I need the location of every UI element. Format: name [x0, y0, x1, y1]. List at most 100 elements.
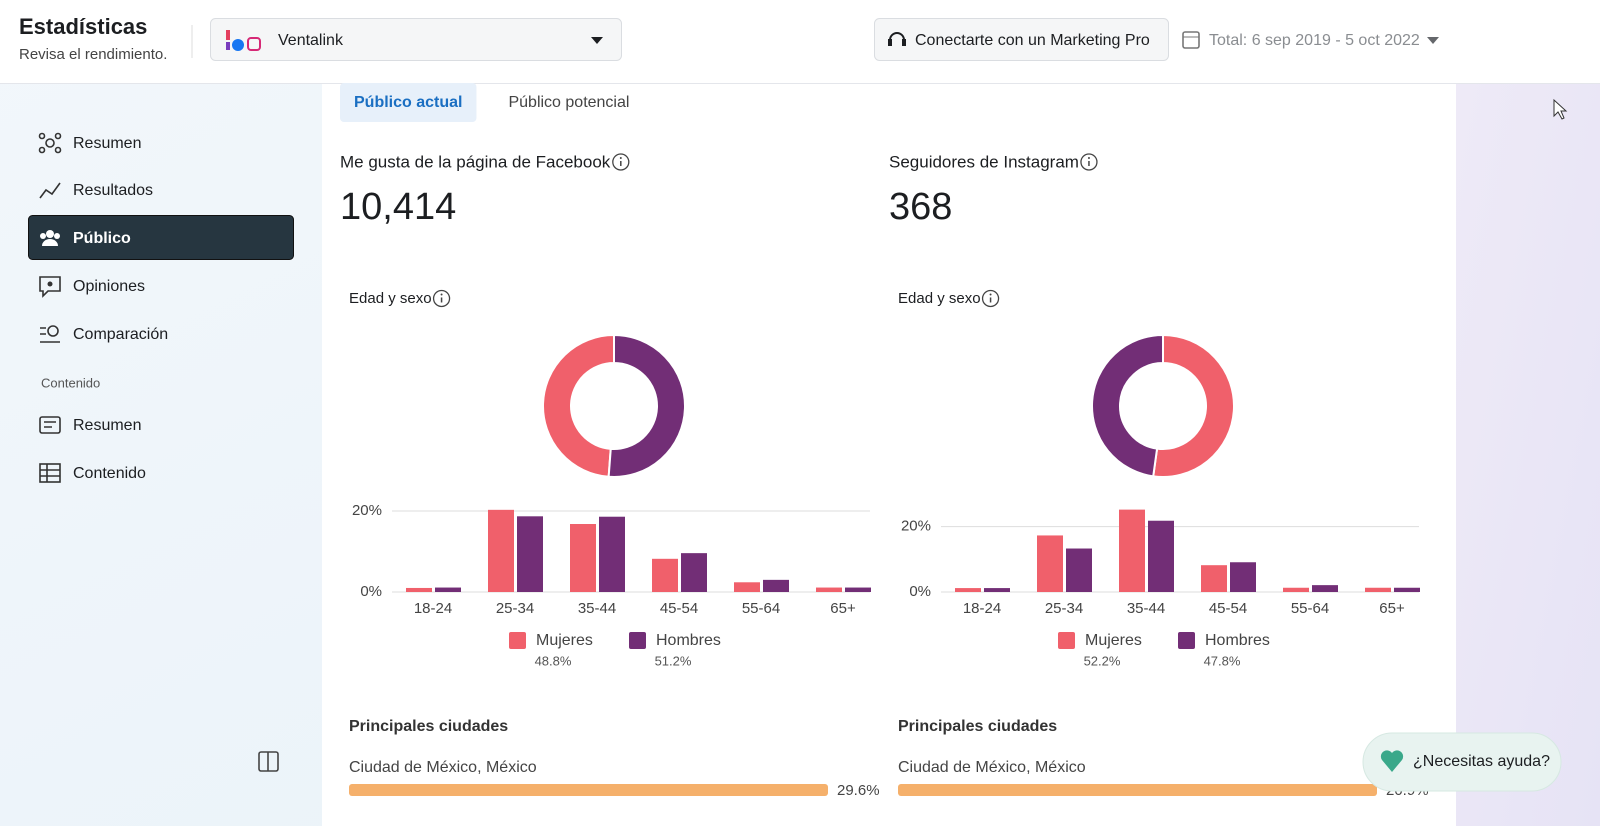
bar — [517, 516, 543, 592]
x-tick-label: 18-24 — [963, 600, 1001, 617]
page-title: Estadísticas — [19, 14, 147, 39]
date-range[interactable]: Total: 6 sep 2019 - 5 oct 2022 — [1182, 31, 1439, 49]
bar — [599, 516, 625, 592]
legend-share: 47.8% — [1204, 653, 1241, 668]
bar — [1394, 587, 1420, 592]
metric-label: Seguidores de Instagram — [889, 152, 1079, 171]
bar — [435, 587, 461, 592]
bar — [763, 579, 789, 592]
city-name: Ciudad de México, México — [898, 759, 1086, 776]
info-icon-dot — [619, 156, 622, 159]
bar — [955, 588, 981, 592]
nav-icon — [39, 416, 61, 434]
info-icon-dot — [989, 293, 992, 296]
x-tick-label: 25-34 — [1045, 600, 1083, 617]
nav-icon — [39, 276, 61, 298]
nav-icon — [54, 132, 62, 140]
bar — [488, 509, 514, 592]
info-icon — [432, 289, 451, 308]
x-tick-label: 25-34 — [496, 600, 534, 617]
nav-icon — [47, 281, 53, 287]
nav-icon — [54, 233, 60, 239]
y-tick-label: 20% — [901, 518, 931, 535]
bar — [816, 587, 842, 592]
x-tick-label: 35-44 — [578, 600, 616, 617]
nav-icon — [40, 327, 60, 343]
nav-icon — [46, 230, 54, 238]
city-bar — [898, 784, 1377, 796]
metric-value: 10,414 — [340, 186, 456, 228]
legend-share: 52.2% — [1084, 653, 1121, 668]
bar — [406, 587, 432, 592]
bar — [652, 558, 678, 592]
nav-icon — [44, 421, 56, 428]
chart-title: Edad y sexo — [898, 290, 981, 307]
legend-share: 48.8% — [535, 653, 572, 668]
nav-item[interactable]: Resumen — [73, 417, 141, 434]
nav-icon — [38, 132, 46, 140]
nav-item[interactable]: Resumen — [73, 135, 141, 152]
cities-title: Principales ciudades — [898, 718, 1057, 735]
donut-segment — [607, 333, 686, 478]
info-icon — [612, 153, 630, 171]
collapse-icon[interactable] — [258, 751, 279, 772]
info-icon — [1080, 153, 1098, 171]
legend-swatch — [1178, 632, 1195, 649]
nav-icon — [42, 239, 58, 246]
account-name: Ventalink — [278, 32, 344, 49]
city-name: Ciudad de México, México — [349, 759, 537, 776]
legend-swatch — [509, 632, 526, 649]
y-tick-label: 0% — [909, 583, 931, 600]
tab[interactable]: Público potencial — [508, 94, 629, 111]
bar — [1066, 548, 1092, 592]
y-tick-label: 20% — [352, 502, 382, 519]
nav-icon — [47, 325, 59, 337]
nav-icon — [40, 233, 46, 239]
donut-segment — [542, 333, 615, 478]
city-value: 29.6% — [837, 782, 880, 799]
legend-label: Hombres — [1205, 632, 1270, 649]
nav-active-bg — [28, 215, 294, 260]
x-tick-label: 55-64 — [1291, 600, 1329, 617]
bar — [984, 588, 1010, 592]
nav-item[interactable]: Comparación — [73, 326, 168, 343]
bar — [845, 587, 871, 592]
x-tick-label: 65+ — [830, 600, 856, 617]
bar — [1148, 520, 1174, 592]
tab-active-bg — [340, 83, 477, 122]
tab[interactable]: Público actual — [354, 94, 462, 111]
cursor — [1553, 98, 1568, 120]
legend-label: Mujeres — [1085, 632, 1142, 649]
nav-icon — [54, 146, 62, 154]
bar — [1365, 587, 1391, 592]
legend-swatch — [629, 632, 646, 649]
info-icon — [981, 289, 1000, 308]
nav-icon — [39, 182, 61, 199]
nav-item[interactable]: Opiniones — [73, 278, 145, 295]
bar — [570, 524, 596, 592]
nav-item[interactable]: Resultados — [73, 182, 153, 199]
metric-label: Me gusta de la página de Facebook — [340, 152, 611, 171]
nav-item[interactable]: Contenido — [73, 465, 146, 482]
connect-text: Conectarte con un Marketing Pro — [915, 32, 1150, 49]
nav-item[interactable]: Público — [73, 230, 131, 247]
right-background — [1456, 83, 1600, 826]
legend-share: 51.2% — [655, 653, 692, 668]
nav-icon — [38, 146, 46, 154]
city-bar — [349, 784, 828, 796]
account-selector[interactable]: Ventalink — [210, 18, 622, 61]
nav-icon — [45, 138, 55, 148]
bar — [1312, 585, 1338, 592]
connect-button[interactable]: Conectarte con un Marketing Pro — [874, 18, 1169, 61]
help-button[interactable]: ¿Necesitas ayuda? — [1362, 732, 1562, 792]
info-icon-dot — [1087, 156, 1090, 159]
date-text: Total: 6 sep 2019 - 5 oct 2022 — [1209, 32, 1420, 49]
main-panel — [322, 83, 1456, 826]
x-tick-label: 18-24 — [414, 600, 452, 617]
nav-icon — [39, 463, 61, 483]
x-tick-label: 65+ — [1379, 600, 1405, 617]
bar — [1230, 562, 1256, 592]
info-icon-dot — [440, 293, 443, 296]
bar — [1037, 535, 1063, 592]
